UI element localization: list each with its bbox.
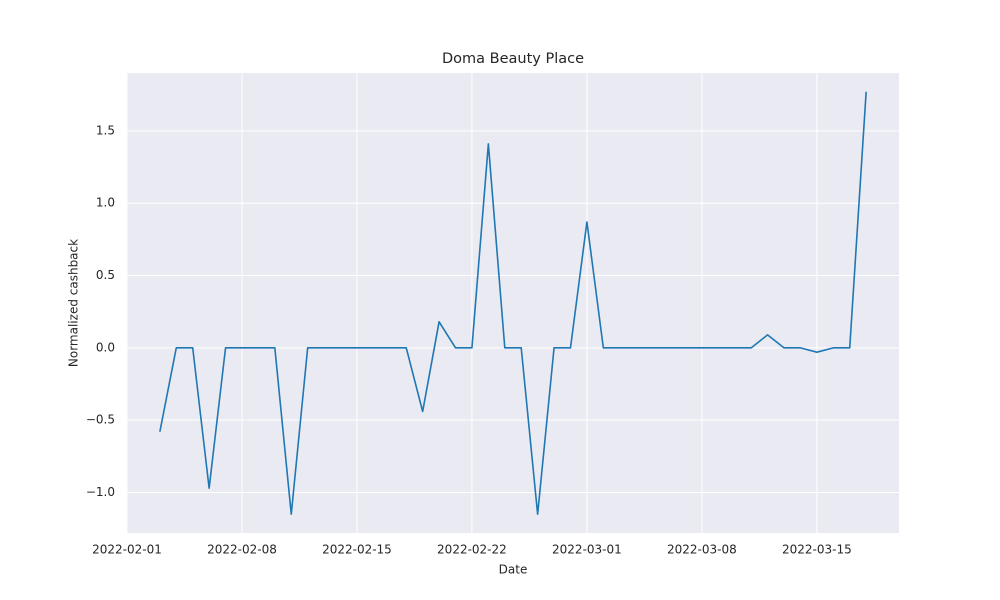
y-tick-label: 1.5 <box>96 123 115 137</box>
x-tick-label: 2022-02-01 <box>92 543 162 557</box>
y-tick-label: 0.5 <box>96 268 115 282</box>
y-tick-label: −1.0 <box>86 485 115 499</box>
chart-title: Doma Beauty Place <box>442 51 584 67</box>
y-tick-label: 1.0 <box>96 196 115 210</box>
x-tick-label: 2022-03-01 <box>552 543 622 557</box>
x-tick-label: 2022-03-08 <box>667 543 737 557</box>
x-tick-label: 2022-02-22 <box>437 543 507 557</box>
x-tick-label: 2022-02-15 <box>322 543 392 557</box>
x-axis-label: Date <box>499 563 528 577</box>
x-tick-label: 2022-02-08 <box>207 543 277 557</box>
plot-area <box>127 73 899 533</box>
y-tick-label: −0.5 <box>86 413 115 427</box>
x-tick-label: 2022-03-15 <box>782 543 852 557</box>
line <box>159 91 867 515</box>
y-axis-label: Normalized cashback <box>67 239 81 367</box>
y-tick-label: 0.0 <box>96 340 115 354</box>
